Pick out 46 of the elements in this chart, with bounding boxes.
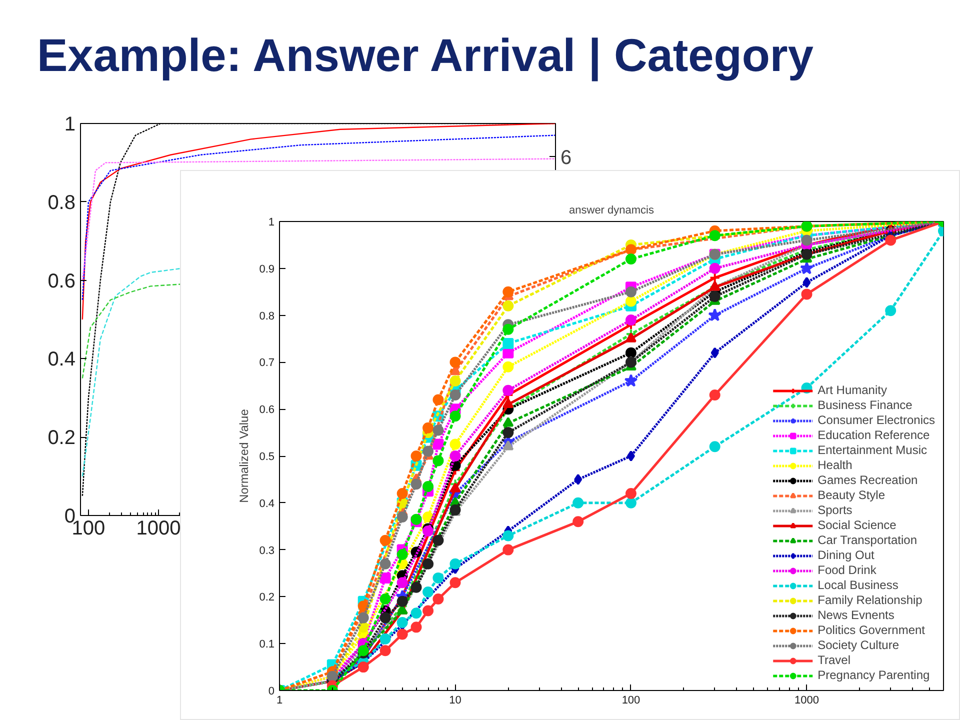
- y-tick-label: 0.4: [259, 498, 275, 510]
- text: 6: [560, 146, 572, 169]
- legend-label: Games Recreation: [818, 473, 918, 487]
- y-tick-label: 0.5: [259, 451, 275, 463]
- y-tick-label: 1: [64, 114, 76, 136]
- legend-label: Pregnancy Parenting: [818, 668, 930, 682]
- legend-label: Business Finance: [818, 398, 912, 412]
- y-tick-label: 0.6: [259, 404, 275, 416]
- y-tick-label: 0.2: [259, 592, 275, 604]
- y-tick-label: 0.8: [259, 310, 275, 322]
- legend-label: Family Relationship: [818, 593, 922, 607]
- x-tick-label: 1000: [794, 694, 819, 706]
- y-tick-label: 0.3: [259, 544, 275, 557]
- y-axis-title: Normalized Value: [237, 408, 252, 503]
- legend-label: Society Culture: [818, 638, 899, 652]
- legend-label: News Evnents: [818, 608, 894, 622]
- legend-label: Entertainment Music: [818, 443, 928, 457]
- y-tick-label: 0.8: [48, 192, 76, 214]
- legend-label: Social Science: [818, 518, 896, 532]
- legend-label: Politics Government: [818, 623, 925, 637]
- y-tick-label: 0.6: [48, 270, 76, 292]
- y-tick-label: 0.4: [48, 348, 76, 371]
- legend-label: Local Business: [818, 578, 898, 592]
- chart-title: Example: Answer Arrival | Category: [37, 28, 814, 84]
- legend-label: Health: [818, 458, 852, 472]
- legend-label: Sports: [818, 503, 852, 517]
- legend-label: Beauty Style: [818, 488, 885, 502]
- legend-label: Consumer Electronics: [818, 413, 935, 427]
- y-tick-label: 0.7: [259, 357, 275, 370]
- legend-label: Food Drink: [818, 563, 876, 577]
- legend-label: Travel: [818, 653, 851, 667]
- x-tick-label: 100: [622, 694, 640, 706]
- legend-label: Dining Out: [818, 548, 874, 562]
- legend-label: Car Transportation: [818, 533, 918, 547]
- y-tick-label: 0: [64, 506, 76, 528]
- chart-title: answer dynamcis: [569, 204, 654, 216]
- legend-label: Art Humanity: [818, 383, 887, 397]
- y-tick-label: 0.1: [259, 638, 275, 651]
- y-tick-label: 0: [268, 686, 275, 698]
- y-tick-label: 0.2: [48, 427, 76, 450]
- x-tick-label: 10: [449, 694, 462, 706]
- y-tick-label: 0.9: [259, 263, 275, 276]
- y-tick-label: 1: [268, 216, 275, 228]
- legend-label: Education Reference: [818, 428, 930, 442]
- x-tick-label: 1000: [136, 518, 181, 540]
- x-tick-label: 1: [276, 694, 283, 706]
